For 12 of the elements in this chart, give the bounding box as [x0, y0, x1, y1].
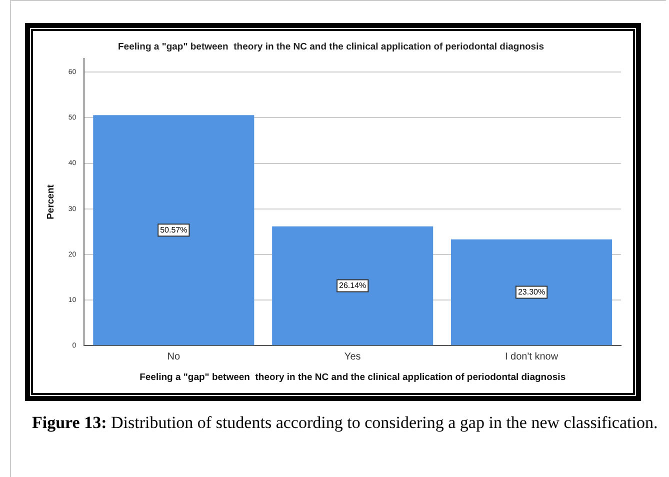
- bar: [93, 115, 254, 346]
- caption: Figure 13: Distribution of students according to considering a gap in the new classification.: [32, 412, 659, 434]
- x-tick-label: Yes: [344, 351, 361, 362]
- chart-title: Feeling a "gap" between theory in the NC and the clinical application of periodontal diagnosis: [118, 41, 544, 52]
- data-label: 23.30%: [518, 287, 546, 296]
- data-label: 26.14%: [339, 280, 366, 290]
- x-tick-label: No: [167, 351, 180, 362]
- y-axis-title: Percent: [45, 184, 56, 220]
- data-label: 50.57%: [160, 225, 188, 234]
- bar: [451, 239, 612, 346]
- bar: [272, 226, 434, 346]
- x-tick-label: I don't know: [505, 351, 559, 362]
